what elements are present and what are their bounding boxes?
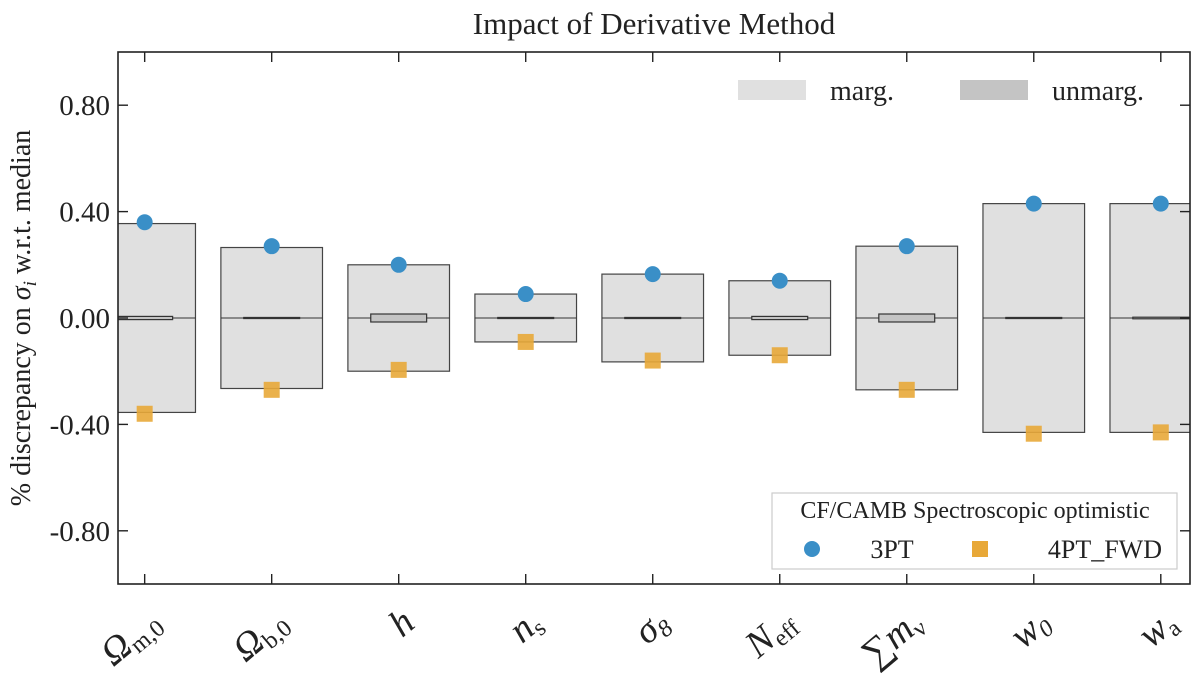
legend-marker-3PT <box>804 541 820 557</box>
point-3PT <box>390 256 407 273</box>
unmarg-box <box>1005 316 1063 320</box>
legend-label: marg. <box>830 76 894 107</box>
point-4PT_FWD <box>644 352 661 369</box>
x-tick-label: wa <box>1130 600 1187 658</box>
point-3PT <box>898 238 915 255</box>
point-3PT <box>263 238 280 255</box>
legend-swatch-marg <box>738 80 806 100</box>
point-4PT_FWD <box>390 361 407 378</box>
unmarg-box <box>243 316 301 320</box>
point-4PT_FWD <box>263 381 280 398</box>
x-tick-label: Ωb,0 <box>224 601 297 672</box>
point-4PT_FWD <box>517 333 534 350</box>
point-4PT_FWD <box>1025 425 1042 442</box>
x-tick-label: σ8 <box>626 601 678 655</box>
point-4PT_FWD <box>136 405 153 422</box>
point-3PT <box>517 286 534 303</box>
point-4PT_FWD <box>1152 424 1169 441</box>
point-3PT <box>1152 195 1169 212</box>
y-tick-label: -0.80 <box>50 516 110 548</box>
unmarg-box <box>497 316 555 320</box>
unmarg-box <box>370 313 428 323</box>
y-tick-label: 0.00 <box>59 303 110 335</box>
legend-swatch-unmarg <box>960 80 1028 100</box>
y-tick-label: -0.40 <box>50 409 110 441</box>
legend-label: unmarg. <box>1052 76 1144 107</box>
x-tick-label: h <box>381 601 423 645</box>
point-3PT <box>136 214 153 231</box>
chart-title: Impact of Derivative Method <box>473 6 836 41</box>
legend-title: CF/CAMB Spectroscopic optimistic <box>800 498 1149 524</box>
point-4PT_FWD <box>898 381 915 398</box>
unmarg-box <box>624 316 682 320</box>
legend-label-3PT: 3PT <box>870 535 913 564</box>
legend-label-4PT_FWD: 4PT_FWD <box>1048 535 1162 564</box>
point-3PT <box>1025 195 1042 212</box>
unmarg-box <box>878 313 936 323</box>
unmarg-box <box>751 315 809 321</box>
unmarg-box <box>118 315 174 321</box>
y-axis-label: % discrepancy on σi w.r.t. median <box>6 130 41 507</box>
point-3PT <box>644 266 661 283</box>
y-tick-label: 0.80 <box>59 90 110 122</box>
y-tick-label: 0.40 <box>59 197 110 229</box>
x-tick-label: ns <box>501 601 552 654</box>
x-tick-label: ∑mν <box>853 601 932 678</box>
point-3PT <box>771 272 788 289</box>
legend-marker-4PT_FWD <box>972 541 988 557</box>
x-tick-label: Neff <box>736 601 805 669</box>
x-tick-label: w0 <box>1002 601 1060 659</box>
x-tick-label: Ωm,0 <box>92 601 170 677</box>
point-4PT_FWD <box>771 347 788 364</box>
